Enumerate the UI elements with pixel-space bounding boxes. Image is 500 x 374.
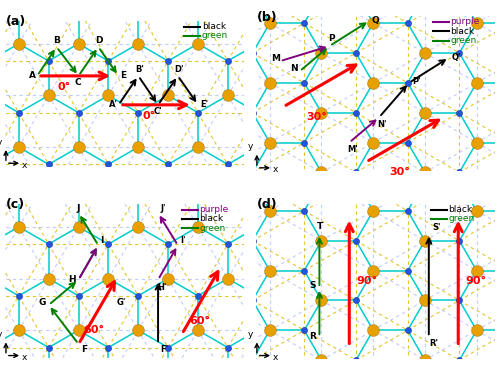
Text: x: x [272,353,278,362]
Text: M': M' [347,145,358,154]
Text: black: black [448,205,472,214]
Text: 30°: 30° [306,113,328,123]
Text: black: black [200,214,224,223]
Text: R': R' [429,339,438,348]
Text: 90°: 90° [356,276,378,286]
Text: green: green [200,224,226,233]
Text: green: green [448,214,474,223]
Text: A: A [29,71,36,80]
Text: 60°: 60° [83,325,104,335]
Text: y: y [0,138,2,147]
Text: 60°: 60° [189,316,210,326]
Text: D: D [95,36,102,45]
Text: 0°: 0° [58,82,71,92]
Text: P': P' [412,77,421,86]
Text: D': D' [174,65,184,74]
Text: (b): (b) [257,11,278,24]
Text: I: I [100,236,104,245]
Text: x: x [22,161,27,170]
Text: T: T [317,222,324,231]
Text: (c): (c) [6,199,25,211]
Text: P: P [328,34,335,43]
Text: y: y [0,330,2,339]
Text: purple: purple [450,18,480,27]
Text: y: y [248,142,252,151]
Text: y: y [248,330,252,339]
Text: N': N' [377,120,386,129]
Text: J': J' [160,204,166,213]
Text: C': C' [154,107,162,116]
Text: H: H [68,275,76,284]
Text: G: G [38,298,46,307]
Text: black: black [450,27,474,36]
Text: I': I' [180,236,186,245]
Text: H': H' [157,283,166,292]
Text: S': S' [432,223,441,232]
Text: purple: purple [200,205,228,214]
Text: S: S [310,281,316,290]
Text: Q': Q' [452,53,461,62]
Text: J: J [76,204,80,213]
Text: 0°: 0° [143,111,156,121]
Text: green: green [202,31,228,40]
Text: 30°: 30° [390,167,410,177]
Text: G': G' [116,298,126,307]
Text: N: N [290,64,298,73]
Text: C: C [75,78,82,87]
Text: Q: Q [372,16,380,25]
Text: B': B' [135,65,144,74]
Text: R: R [310,332,316,341]
Text: black: black [202,22,226,31]
Text: x: x [22,353,27,362]
Text: (a): (a) [6,15,26,28]
Text: E': E' [200,100,208,109]
Text: B: B [54,36,60,45]
Text: F: F [81,345,87,354]
Text: M: M [270,54,280,63]
Text: F': F' [160,345,168,354]
Text: 90°: 90° [465,276,486,286]
Text: (d): (d) [257,199,278,211]
Text: green: green [450,36,476,45]
Text: E: E [120,71,126,80]
Text: x: x [272,165,278,174]
Text: A': A' [110,100,118,109]
